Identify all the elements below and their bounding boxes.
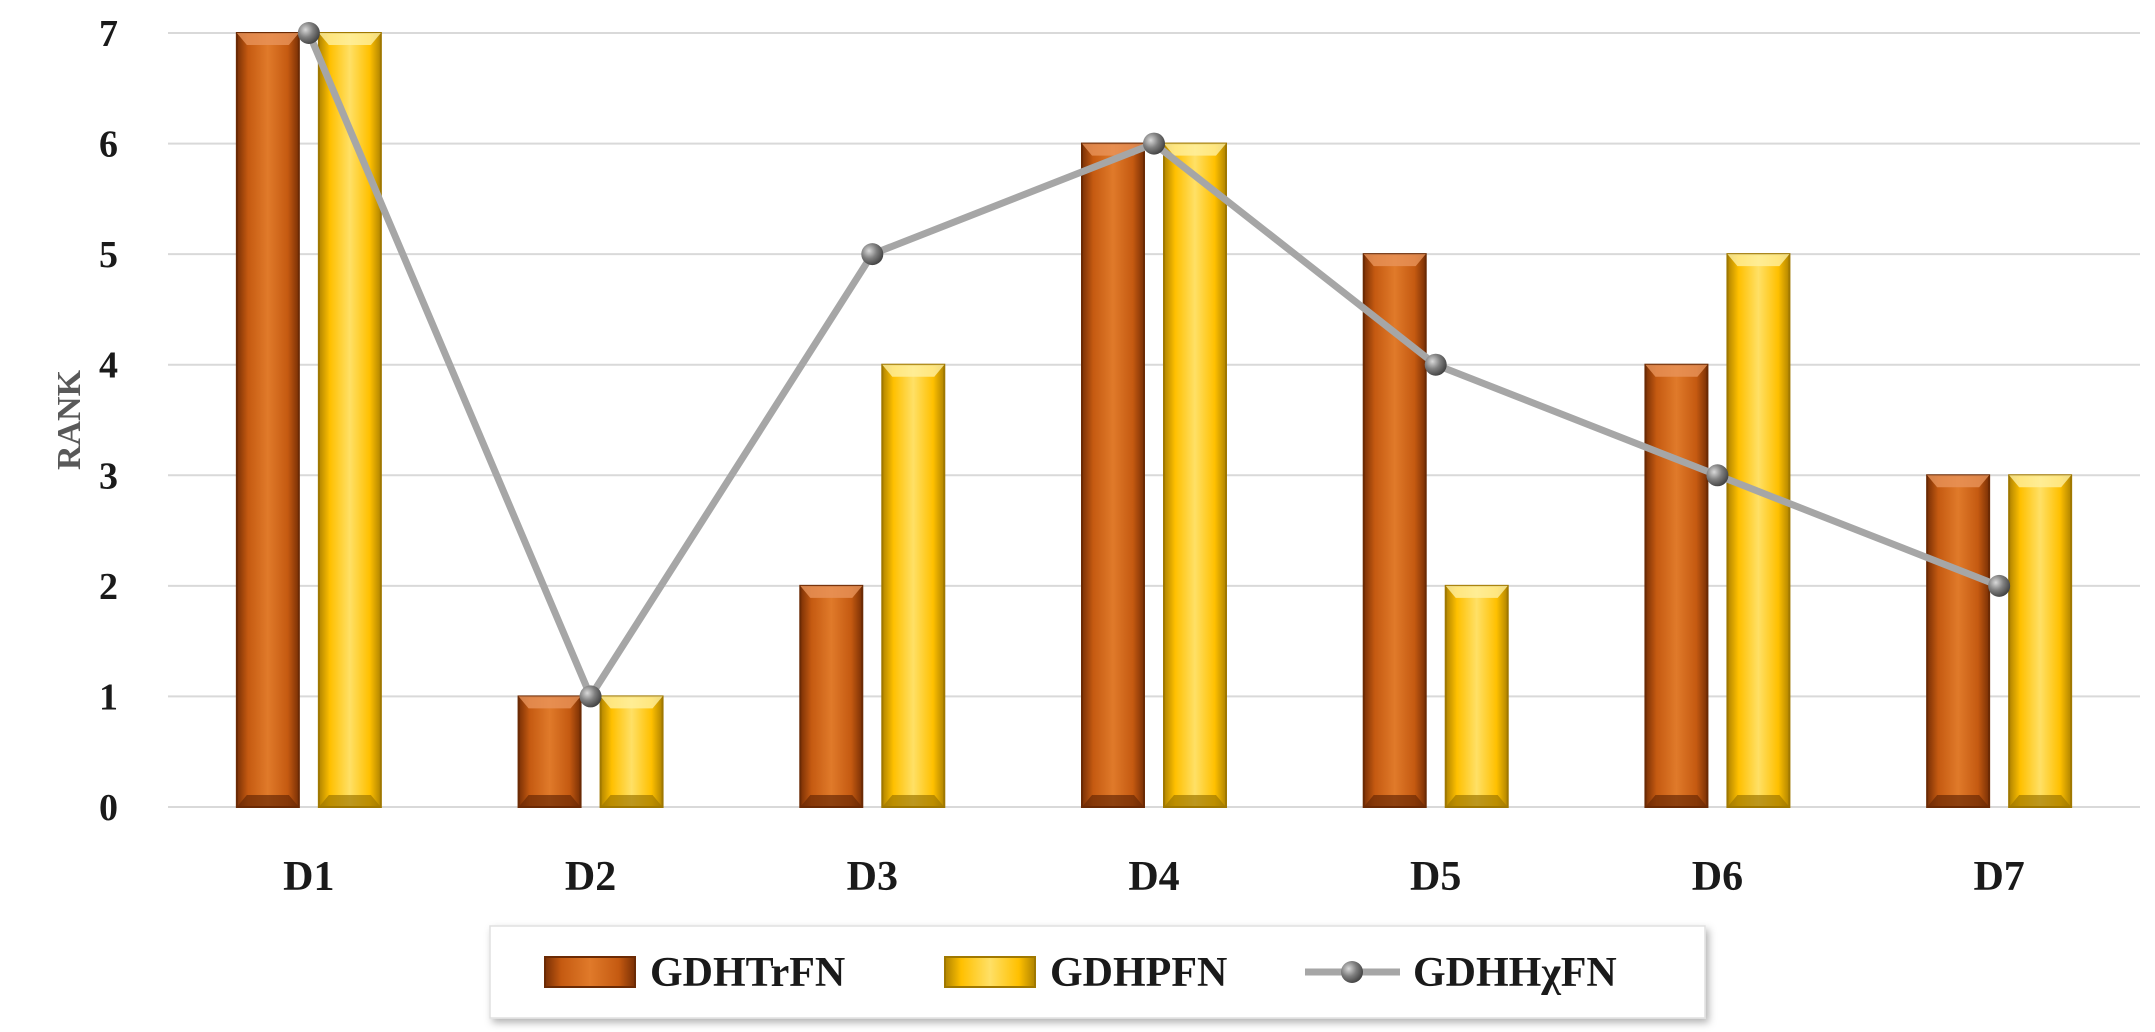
x-tick-label: D2 [565, 854, 616, 900]
marker-D6 [1706, 464, 1729, 487]
y-tick-label: 0 [99, 787, 118, 829]
bar-GDHTrFN-D3 [799, 584, 864, 808]
legend-item-GDHHχFN: GDHHχFN [1305, 950, 1617, 996]
marker-D4 [1143, 132, 1165, 155]
bar-GDHPFN-D5 [1444, 584, 1509, 808]
marker-D5 [1424, 353, 1447, 376]
x-axis: D1 D2 D3 D4 D5 D6 D7 [283, 854, 2025, 900]
bar-GDHTrFN-D4 [1081, 142, 1145, 809]
y-axis-label: RANK [51, 369, 88, 470]
legend-box [489, 925, 1706, 1019]
bar-GDHTrFN-D6 [1644, 363, 1709, 808]
x-tick-label: D6 [1692, 854, 1743, 900]
x-tick-label: D5 [1410, 854, 1461, 900]
bar-GDHTrFN-D5 [1362, 253, 1427, 808]
bar-GDHPFN-D3 [881, 363, 946, 808]
x-tick-label: D4 [1128, 854, 1179, 900]
legend-item-GDHTrFN: GDHTrFN [544, 950, 845, 996]
legend-label: GDHPFN [1050, 950, 1227, 996]
bar-GDHTrFN-D7 [1926, 474, 1991, 808]
legend-label: GDHTrFN [650, 950, 845, 996]
y-tick-label: 3 [99, 455, 118, 497]
legend-label: GDHHχFN [1413, 950, 1617, 996]
legend-swatch [944, 956, 1036, 988]
y-tick-label: 4 [99, 345, 118, 387]
bar-GDHPFN-D4 [1163, 142, 1227, 809]
y-tick-label: 2 [99, 566, 118, 608]
bar-GDHPFN-D6 [1726, 253, 1791, 808]
y-tick-label: 1 [99, 676, 118, 718]
bar-GDHPFN-D2 [599, 695, 664, 809]
y-tick-label: 6 [99, 124, 118, 166]
marker-D1 [297, 22, 320, 44]
marker-D3 [861, 243, 884, 266]
marker-D7 [1988, 574, 2011, 597]
bar-GDHTrFN-D2 [517, 695, 582, 809]
bar-GDHTrFN-D1 [235, 32, 300, 808]
bars [235, 32, 2073, 809]
legend-item-GDHPFN: GDHPFN [944, 950, 1227, 996]
line-series [297, 22, 2011, 708]
marker-D2 [579, 685, 602, 708]
bar-GDHPFN-D1 [317, 32, 382, 808]
legend: GDHTrFN GDHPFN GDHHχFN [489, 925, 1706, 1019]
x-tick-label: D3 [847, 854, 898, 900]
x-tick-label: D7 [1973, 854, 2024, 900]
y-tick-label: 5 [99, 234, 118, 276]
y-axis: 0 1 2 3 4 5 6 7 [99, 13, 118, 829]
legend-swatch [544, 956, 636, 988]
bar-GDHPFN-D7 [2008, 474, 2073, 808]
y-tick-label: 7 [99, 13, 118, 55]
x-tick-label: D1 [283, 854, 334, 900]
